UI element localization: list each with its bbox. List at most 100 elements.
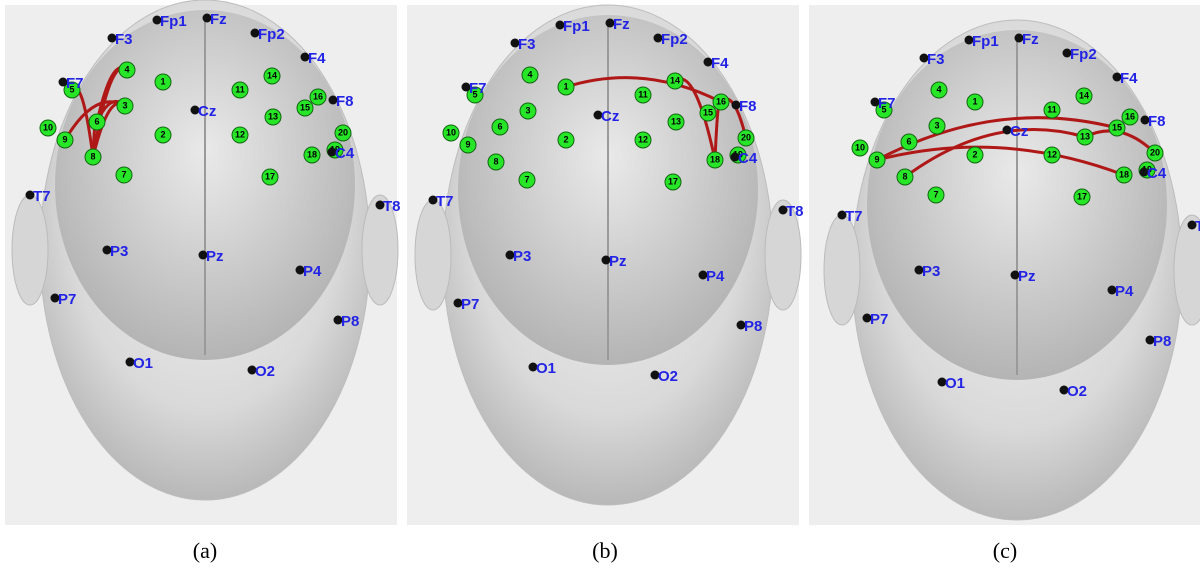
electrode-label: O2 [658,368,678,385]
electrode-label: O1 [945,375,965,392]
sensor-label: 2 [160,129,165,139]
electrode-label: Cz [198,103,216,120]
sensor-label: 14 [267,70,277,80]
sensor-label: 15 [703,107,713,117]
electrode-label: P4 [1115,283,1134,300]
sensor-label: 1 [563,81,568,91]
sensor-label: 8 [902,171,907,181]
electrode-label: O1 [536,360,556,377]
electrode-label: F7 [878,95,896,112]
sensor-label: 10 [855,142,865,152]
ear [824,215,860,325]
electrode-label: Pz [1018,268,1036,285]
sensor-label: 9 [874,154,879,164]
electrode-label: F8 [336,93,354,110]
figure: 1234567891011121314151617181920F3Fp1FzFp… [0,0,1200,573]
electrode-label: P8 [341,313,359,330]
electrode-label: P4 [706,268,725,285]
electrode-label: P3 [513,248,531,265]
electrode-label: Fp2 [258,26,285,43]
sensor-label: 17 [1077,191,1087,201]
sensor-label: 13 [671,116,681,126]
sensor-label: 20 [741,132,751,142]
electrode-label: Pz [206,248,224,265]
panel-caption: (a) [193,538,217,563]
electrode-label: O2 [255,363,275,380]
sensor-label: 6 [497,121,502,131]
sensor-label: 15 [300,102,310,112]
electrode-label: P8 [1153,333,1171,350]
sensor-label: 11 [638,89,648,99]
sensor-label: 16 [1125,111,1135,121]
sensor-label: 20 [1150,147,1160,157]
sensor-label: 16 [313,91,323,101]
sensor-label: 4 [527,69,532,79]
electrode-label: F7 [469,80,487,97]
sensor-label: 1 [972,96,977,106]
sensor-label: 9 [62,134,67,144]
electrode-label: T8 [786,203,804,220]
electrode-label: P3 [922,263,940,280]
sensor-label: 14 [1079,90,1089,100]
electrode-label: P8 [744,318,762,335]
sensor-label: 15 [1112,122,1122,132]
sensor-label: 8 [493,156,498,166]
electrode-label: P7 [58,291,76,308]
electrode-label: Cz [601,108,619,125]
electrode-label: T7 [33,188,51,205]
electrode-label: T8 [383,198,401,215]
sensor-label: 10 [43,122,53,132]
electrode-label: T7 [845,208,863,225]
sensor-label: 7 [933,189,938,199]
electrode-label: F8 [1148,113,1166,130]
electrode-label: F7 [66,75,84,92]
electrode-label: P4 [303,263,322,280]
sensor-label: 1 [160,76,165,86]
sensor-label: 12 [235,129,245,139]
electrode-label: Fp1 [563,18,590,35]
sensor-label: 7 [524,174,529,184]
electrode-label: T8 [1195,218,1200,235]
sensor-label: 2 [563,134,568,144]
electrode-label: F3 [927,51,945,68]
sensor-label: 3 [934,120,939,130]
sensor-label: 18 [710,154,720,164]
electrode-label: Fp1 [972,33,999,50]
electrode-label: F3 [115,31,133,48]
sensor-label: 12 [1047,149,1057,159]
ear [12,195,48,305]
sensor-label: 7 [121,169,126,179]
electrode-label: F4 [1120,70,1138,87]
sensor-label: 14 [670,75,680,85]
sensor-label: 18 [307,149,317,159]
electrode-label: Cz [1010,123,1028,140]
electrode-label: F8 [739,98,757,115]
electrode-label: C4 [1147,165,1167,182]
electrode-label: P7 [461,296,479,313]
electrode-label: Fp1 [160,13,187,30]
sensor-label: 2 [972,149,977,159]
electrode-label: P3 [110,243,128,260]
electrode-label: Fz [613,16,630,33]
sensor-label: 18 [1119,169,1129,179]
electrode-label: F4 [308,50,326,67]
electrode-label: Fz [210,11,227,28]
sensor-label: 13 [1080,131,1090,141]
sensor-label: 6 [906,136,911,146]
electrode-label: C4 [738,150,758,167]
sensor-label: 10 [446,127,456,137]
electrode-label: O1 [133,355,153,372]
sensor-label: 8 [90,151,95,161]
electrode-label: Fp2 [661,31,688,48]
sensor-label: 3 [525,105,530,115]
ear [415,200,451,310]
sensor-label: 16 [716,96,726,106]
sensor-label: 20 [338,127,348,137]
sensor-label: 3 [122,100,127,110]
sensor-label: 13 [268,111,278,121]
sensor-label: 6 [94,116,99,126]
electrode-label: C4 [335,145,355,162]
sensor-label: 17 [265,171,275,181]
sensor-label: 4 [936,84,941,94]
sensor-label: 11 [235,84,245,94]
